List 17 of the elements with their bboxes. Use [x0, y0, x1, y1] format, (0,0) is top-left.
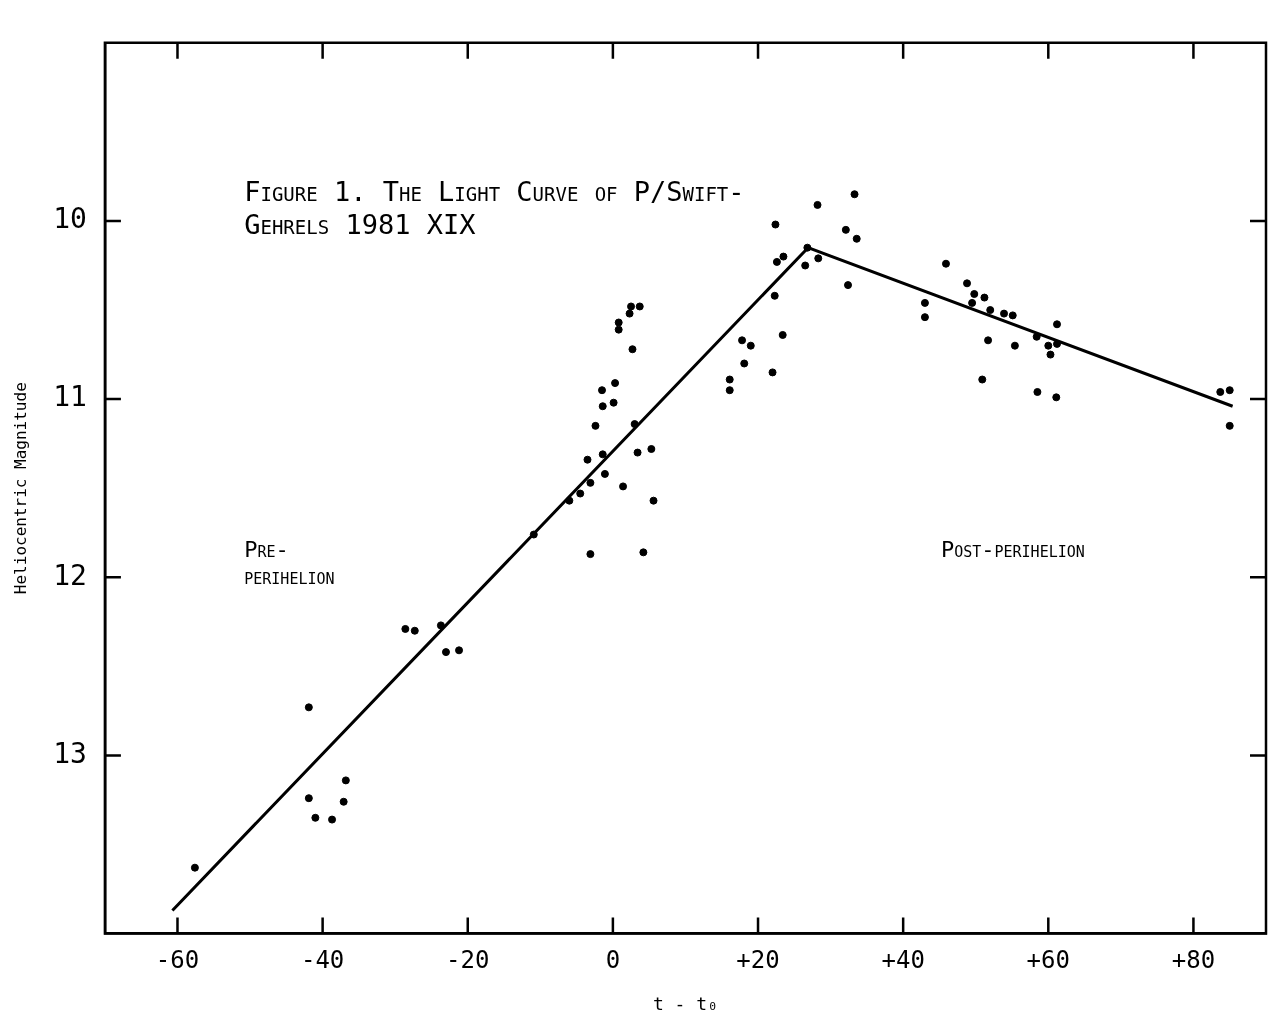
x-tick-label: -60 — [155, 946, 200, 975]
annotation: Pre-perihelion — [244, 537, 336, 590]
x-axis-title: t - t₀ — [652, 992, 718, 1014]
x-tick-label: -40 — [300, 946, 345, 975]
y-axis-title: Heliocentric Magnitude — [10, 382, 30, 595]
x-tick-label: +20 — [736, 946, 780, 975]
y-tick-label: 11 — [53, 380, 87, 414]
y-tick-label: 12 — [53, 558, 87, 592]
annotation: Post-perihelion — [940, 537, 1086, 564]
x-tick-label: +60 — [1026, 946, 1070, 975]
x-tick-label: +80 — [1171, 946, 1216, 975]
x-tick-label: -20 — [446, 946, 490, 975]
x-tick-label: +40 — [881, 946, 925, 975]
text: Figure 1. The Light Curve of P/Swift-Gehrels 1981 XIX — [244, 176, 746, 242]
x-tick-label: 0 — [605, 946, 621, 975]
y-tick-label: 10 — [53, 202, 87, 236]
y-tick-label: 13 — [53, 736, 87, 770]
